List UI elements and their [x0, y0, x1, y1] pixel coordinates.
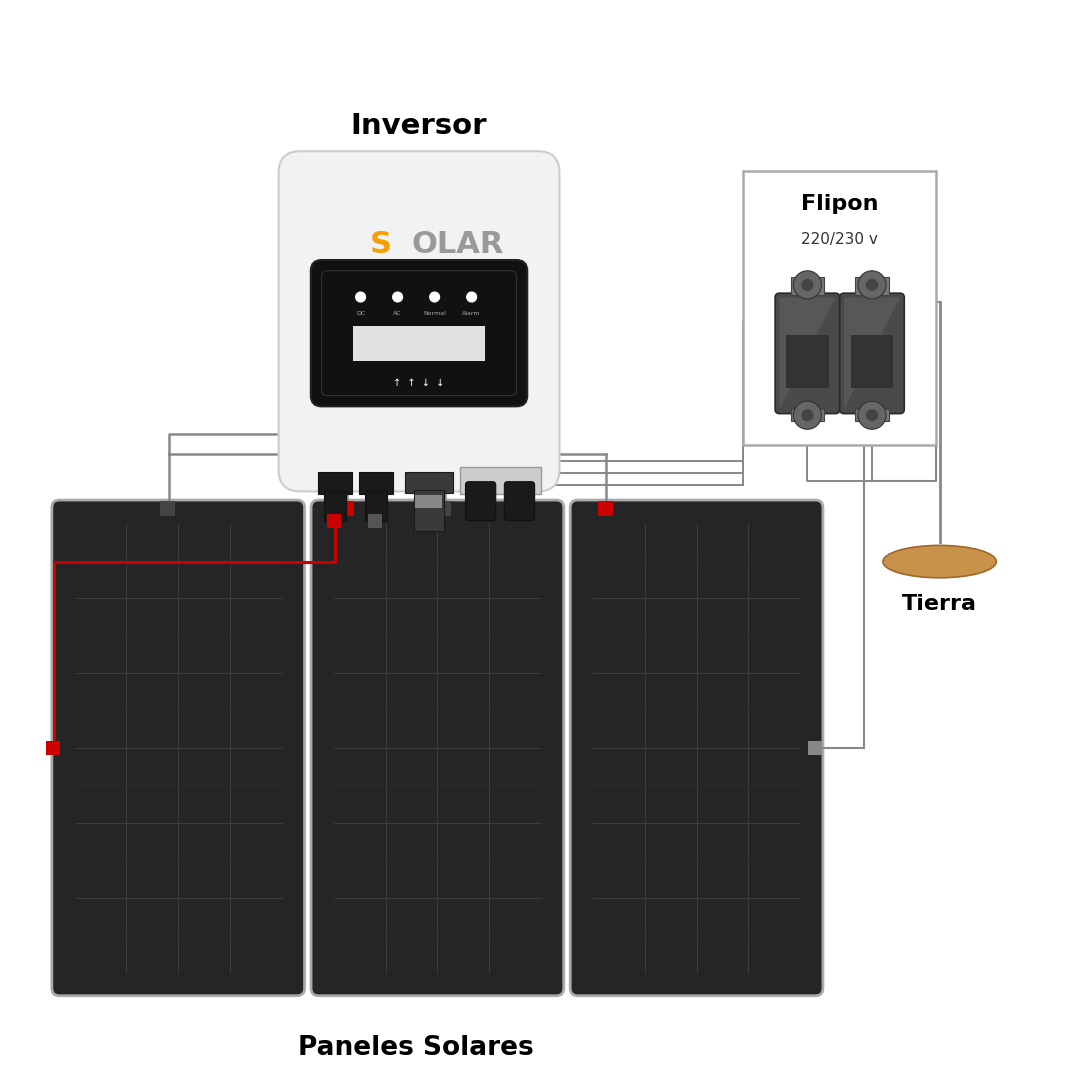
- FancyBboxPatch shape: [465, 482, 496, 521]
- Text: Normal: Normal: [423, 311, 446, 316]
- FancyBboxPatch shape: [279, 151, 559, 491]
- Bar: [353, 326, 485, 361]
- FancyBboxPatch shape: [570, 500, 823, 996]
- Bar: [160, 501, 175, 516]
- Bar: [46, 741, 60, 756]
- Bar: [597, 501, 612, 516]
- FancyBboxPatch shape: [311, 260, 527, 406]
- Bar: [791, 409, 824, 421]
- Circle shape: [355, 293, 365, 302]
- Bar: [791, 276, 824, 295]
- Bar: [338, 501, 353, 516]
- Circle shape: [467, 293, 476, 302]
- Polygon shape: [780, 297, 836, 409]
- Circle shape: [866, 280, 877, 291]
- Circle shape: [866, 409, 877, 420]
- FancyBboxPatch shape: [311, 500, 564, 996]
- FancyBboxPatch shape: [504, 482, 535, 521]
- Text: S: S: [370, 230, 392, 258]
- Circle shape: [802, 280, 813, 291]
- Bar: [359, 472, 393, 494]
- FancyBboxPatch shape: [775, 293, 840, 414]
- Ellipse shape: [883, 545, 997, 578]
- Bar: [405, 472, 453, 492]
- Text: Tierra: Tierra: [902, 594, 977, 615]
- Bar: [460, 467, 541, 494]
- Text: DC: DC: [356, 311, 365, 316]
- Bar: [436, 501, 451, 516]
- Text: AC: AC: [393, 311, 402, 316]
- Circle shape: [802, 409, 813, 420]
- Circle shape: [430, 293, 440, 302]
- Bar: [786, 335, 828, 389]
- Text: OLAR: OLAR: [411, 230, 503, 258]
- Bar: [808, 741, 822, 756]
- Circle shape: [794, 401, 822, 429]
- Bar: [855, 276, 889, 295]
- Circle shape: [393, 293, 403, 302]
- Text: Alarm: Alarm: [462, 311, 481, 316]
- Bar: [414, 490, 444, 531]
- Circle shape: [858, 401, 886, 429]
- Text: Inversor: Inversor: [351, 112, 487, 140]
- Circle shape: [858, 271, 886, 299]
- Bar: [855, 409, 889, 421]
- Bar: [324, 491, 346, 521]
- FancyBboxPatch shape: [840, 293, 904, 414]
- Bar: [327, 514, 341, 528]
- Bar: [851, 335, 893, 389]
- Bar: [415, 495, 443, 508]
- Bar: [368, 514, 382, 528]
- FancyBboxPatch shape: [52, 500, 305, 996]
- Bar: [365, 491, 387, 521]
- Text: Flipon: Flipon: [801, 194, 878, 215]
- Bar: [743, 171, 936, 445]
- Text: ↑  ↑  ↓  ↓: ↑ ↑ ↓ ↓: [393, 378, 445, 388]
- Bar: [318, 472, 352, 494]
- Text: 220/230 v: 220/230 v: [801, 232, 878, 247]
- Text: Paneles Solares: Paneles Solares: [298, 1035, 534, 1061]
- Polygon shape: [845, 297, 900, 409]
- Circle shape: [794, 271, 822, 299]
